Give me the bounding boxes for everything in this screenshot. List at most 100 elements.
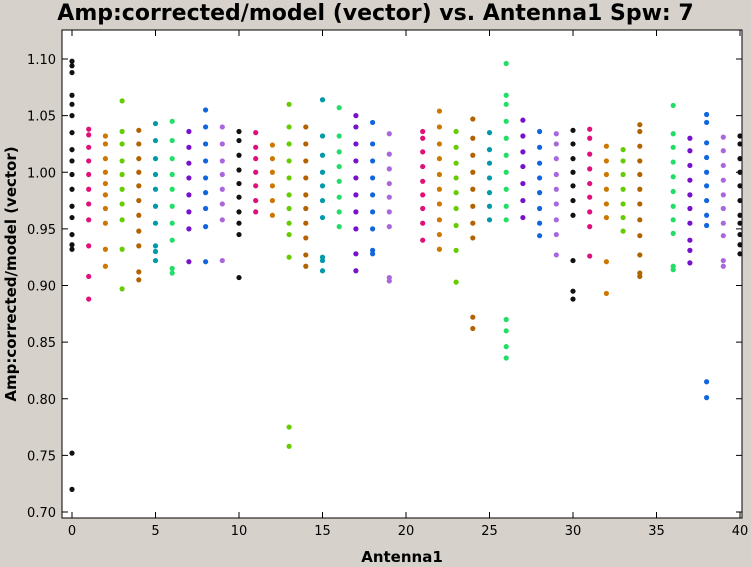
data-point: [420, 220, 426, 226]
data-point: [169, 220, 175, 226]
data-point: [553, 217, 559, 223]
data-point: [453, 144, 459, 150]
data-point: [303, 205, 309, 212]
data-point: [69, 69, 75, 76]
data-point: [336, 178, 342, 184]
data-point: [470, 314, 476, 320]
data-point: [453, 175, 459, 181]
data-point: [503, 60, 509, 67]
data-point: [219, 201, 225, 207]
data-point: [704, 111, 710, 118]
data-point: [637, 270, 643, 276]
data-point: [169, 203, 175, 209]
y-tick-label: 0.90: [27, 280, 56, 295]
data-point: [687, 192, 693, 198]
data-point: [486, 203, 493, 209]
data-point: [119, 171, 125, 178]
data-point: [219, 171, 225, 178]
data-point: [136, 277, 142, 283]
data-point: [69, 101, 75, 107]
data-point: [86, 201, 92, 207]
data-point: [336, 224, 342, 230]
data-point: [236, 194, 242, 200]
data-point: [420, 163, 426, 170]
data-point: [704, 169, 710, 175]
data-point: [670, 217, 676, 223]
y-tick-label: 0.70: [27, 506, 56, 521]
data-point: [470, 203, 476, 209]
data-point: [620, 228, 626, 234]
data-point: [737, 141, 743, 147]
data-point: [386, 151, 392, 157]
data-point: [503, 135, 509, 141]
y-tick-label: 1.10: [27, 53, 56, 68]
data-point: [704, 183, 710, 189]
data-point: [370, 247, 376, 253]
data-point: [86, 296, 92, 302]
data-point: [436, 141, 442, 147]
data-point: [169, 156, 175, 162]
data-point: [637, 128, 643, 135]
data-point: [637, 186, 643, 192]
data-point: [386, 166, 392, 172]
data-point: [737, 183, 743, 189]
data-point: [86, 126, 92, 132]
data-point: [303, 124, 309, 130]
data-point: [570, 169, 576, 175]
data-point: [353, 209, 359, 215]
data-point: [353, 113, 359, 119]
data-point: [570, 257, 576, 264]
x-tick-label: 10: [231, 524, 248, 539]
data-point: [69, 171, 75, 178]
data-point: [587, 224, 593, 230]
data-point: [269, 142, 275, 148]
data-point: [537, 160, 543, 166]
data-point: [219, 141, 225, 147]
data-point: [503, 344, 509, 350]
data-point: [286, 101, 292, 107]
data-point: [269, 183, 275, 189]
data-point: [102, 220, 108, 226]
data-point: [603, 214, 610, 221]
data-point: [303, 175, 309, 181]
data-point: [319, 214, 326, 221]
data-point: [319, 133, 326, 139]
data-point: [537, 233, 543, 239]
data-point: [370, 119, 376, 126]
y-tick-label: 0.80: [27, 393, 56, 408]
data-point: [503, 92, 509, 98]
data-point: [737, 156, 743, 162]
data-point: [503, 316, 509, 323]
data-point: [336, 163, 342, 170]
data-point: [152, 171, 159, 178]
data-point: [370, 209, 376, 215]
data-point: [69, 113, 75, 119]
data-point: [637, 143, 643, 149]
data-point: [687, 205, 693, 212]
data-point: [603, 158, 610, 164]
x-tick-label: 40: [732, 524, 749, 539]
data-point: [152, 120, 159, 127]
data-point: [152, 220, 159, 226]
data-point: [553, 141, 559, 147]
data-point: [670, 102, 676, 109]
y-tick-label: 0.95: [27, 223, 56, 238]
data-point: [603, 186, 610, 192]
data-point: [470, 325, 476, 332]
data-point: [253, 156, 259, 162]
data-point: [169, 186, 175, 192]
data-point: [503, 152, 509, 158]
data-point: [704, 197, 710, 204]
data-point: [219, 257, 225, 264]
data-point: [119, 186, 125, 192]
data-point: [436, 108, 442, 114]
data-point: [520, 214, 526, 221]
data-point: [687, 162, 693, 169]
data-point: [203, 107, 209, 113]
data-point: [336, 133, 342, 139]
data-point: [486, 190, 493, 196]
data-point: [687, 177, 693, 183]
data-point: [420, 192, 426, 198]
data-point: [520, 180, 526, 187]
data-point: [420, 237, 426, 243]
